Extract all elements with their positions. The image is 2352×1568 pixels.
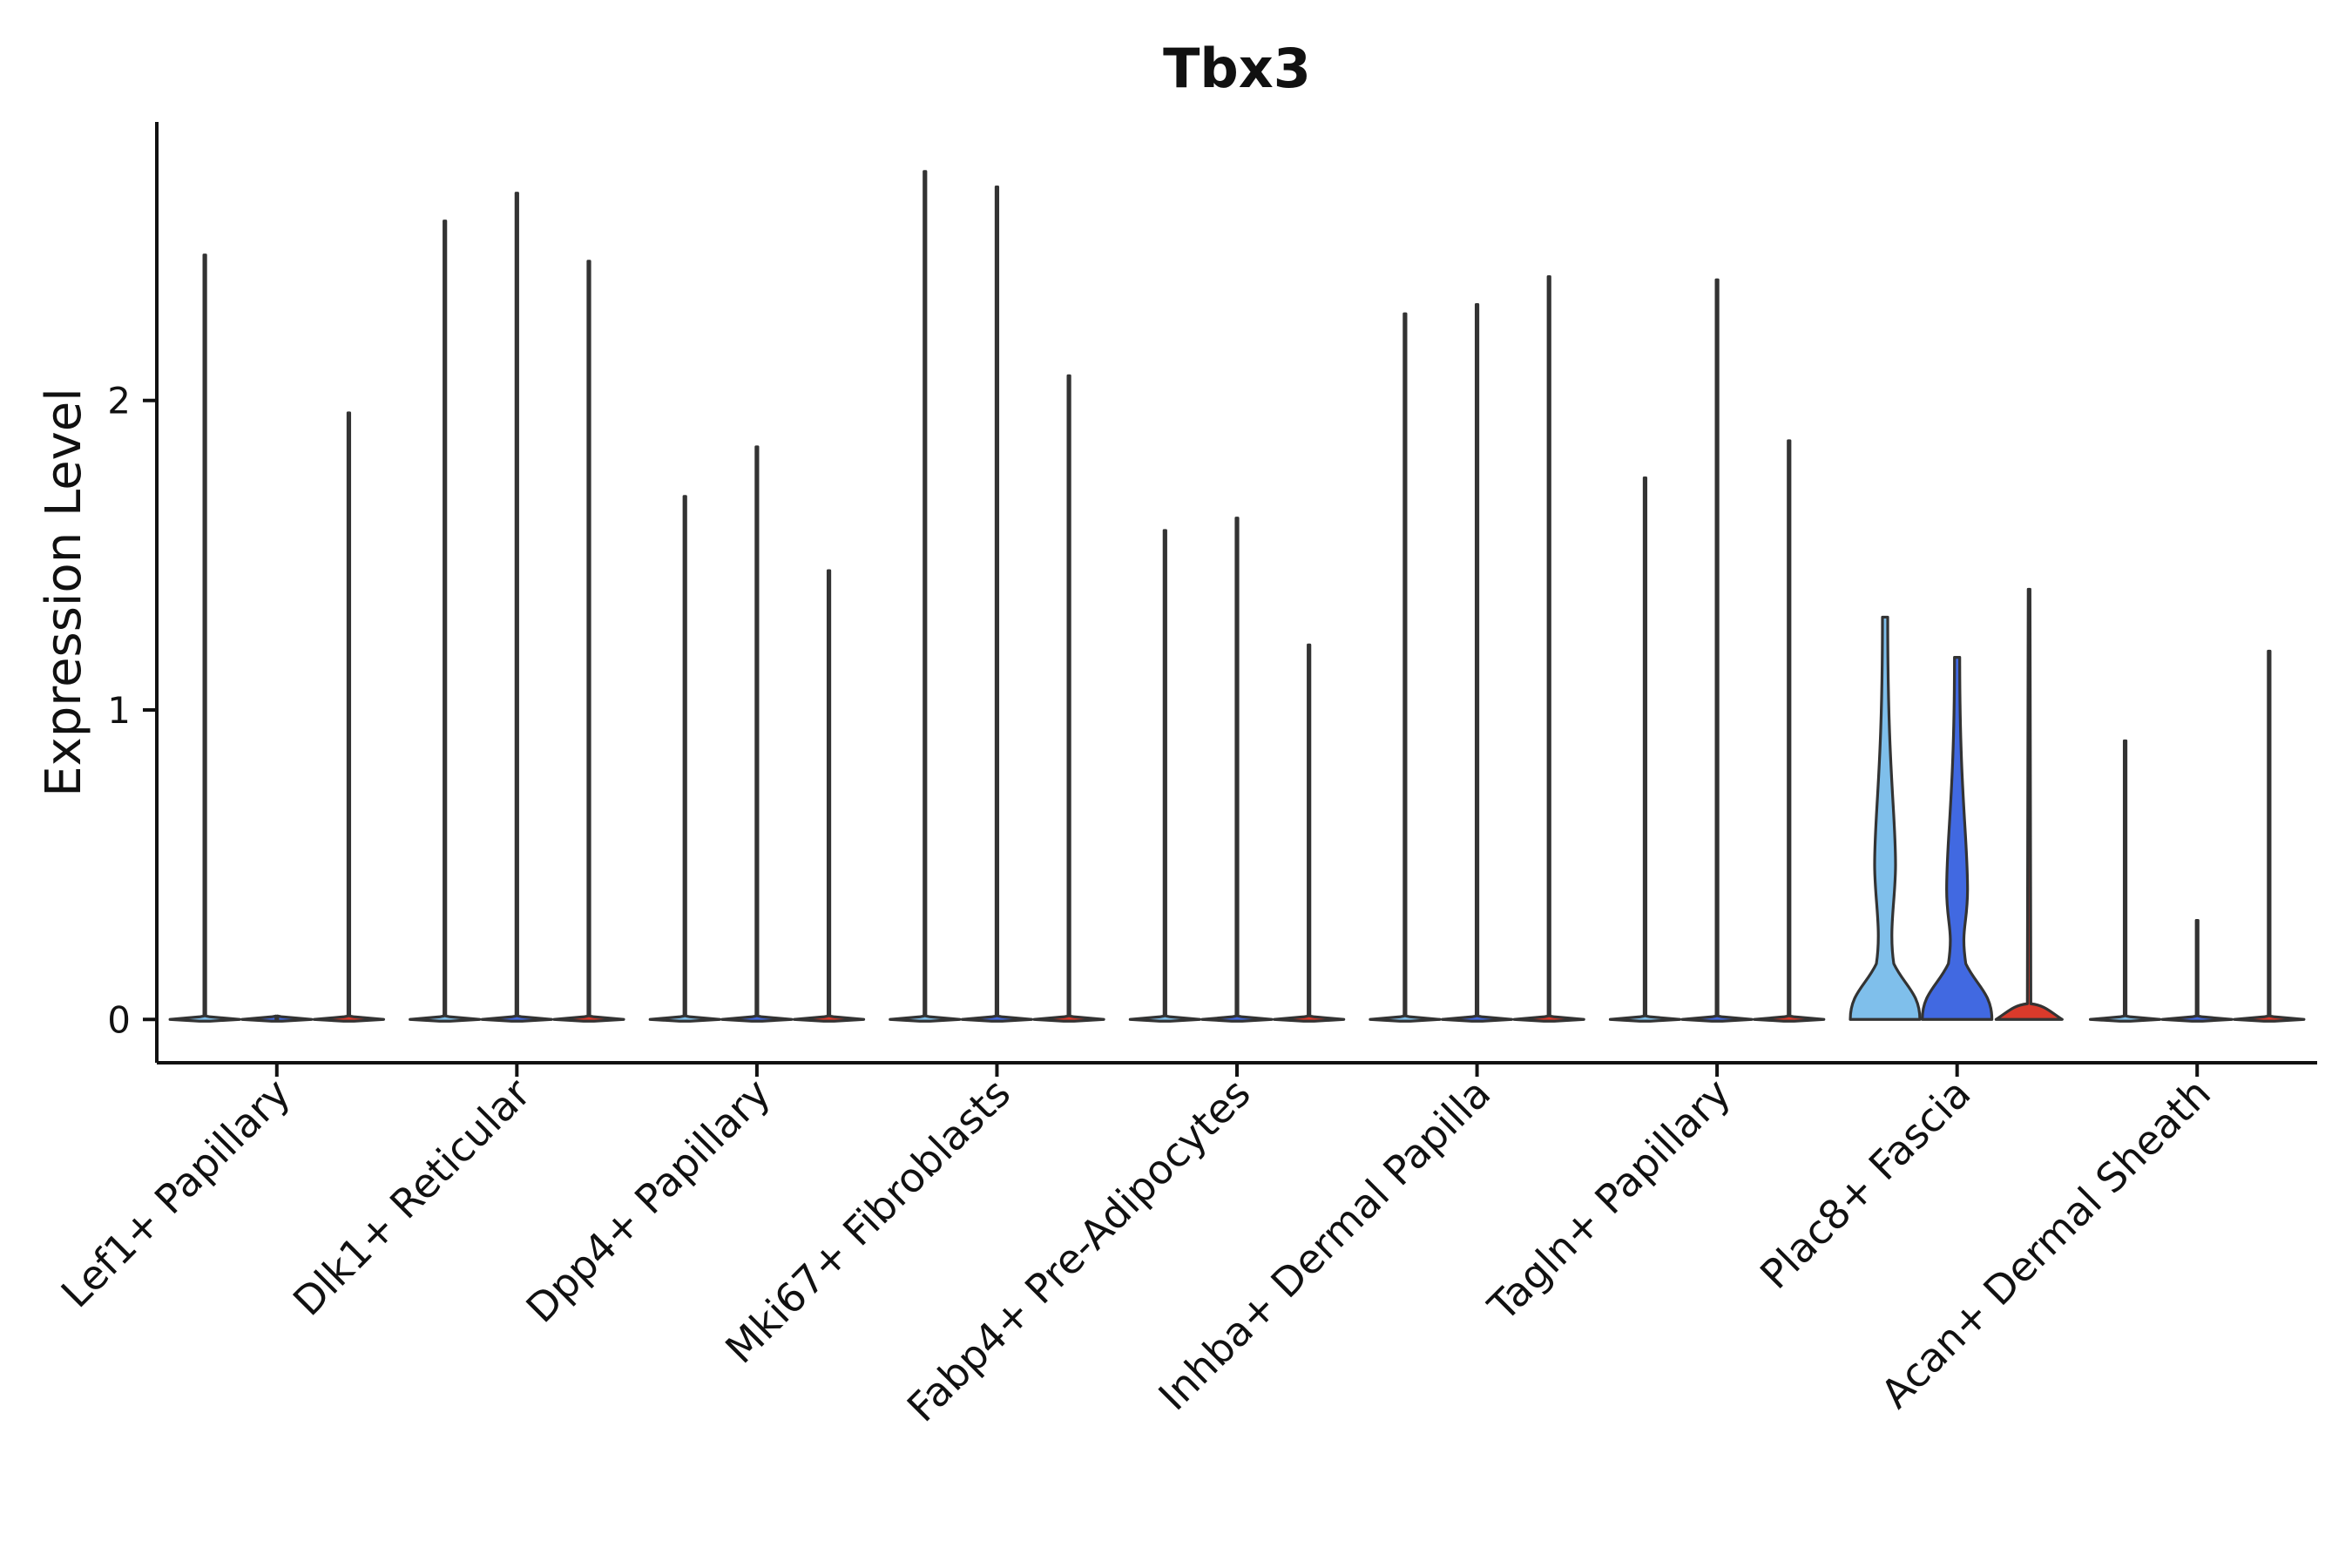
violin-8-1 xyxy=(1848,615,1922,1021)
y-tick-label: 2 xyxy=(107,380,131,422)
violin-2-3 xyxy=(552,260,625,1023)
y-tick-label: 1 xyxy=(107,689,131,732)
violin-7-1 xyxy=(1608,476,1681,1023)
violin-5-1 xyxy=(1128,529,1201,1023)
y-axis-label: Expression Level xyxy=(36,388,92,797)
x-tick-label: Tagln+ Papillary xyxy=(1478,1070,1740,1331)
chart-title: Tbx3 xyxy=(1163,37,1311,100)
x-tick-label: Plac8+ Fascia xyxy=(1751,1070,1979,1298)
violin-5-2 xyxy=(1200,517,1274,1023)
violin-5-3 xyxy=(1273,643,1346,1023)
violin-6-2 xyxy=(1441,303,1514,1023)
violin-6-3 xyxy=(1512,275,1585,1023)
y-tick-label: 0 xyxy=(107,998,131,1041)
y-ticks: 0 1 2 xyxy=(107,380,157,1041)
violin-1-2 xyxy=(240,1014,314,1023)
violin-4-2 xyxy=(960,186,1033,1023)
violin-6-1 xyxy=(1369,312,1442,1023)
violin-1-3 xyxy=(312,411,385,1023)
x-tick-label: Lef1+ Papillary xyxy=(52,1070,300,1317)
violin-9-3 xyxy=(2233,649,2306,1023)
violin-8-2 xyxy=(1921,656,1994,1021)
violin-2-1 xyxy=(409,220,482,1023)
violin-2-2 xyxy=(480,192,553,1023)
violin-4-3 xyxy=(1032,374,1105,1023)
violin-9-1 xyxy=(2089,739,2162,1023)
violin-7-3 xyxy=(1753,439,1826,1023)
violin-3-2 xyxy=(720,445,794,1023)
violin-7-2 xyxy=(1680,278,1754,1023)
violin-4-1 xyxy=(889,170,962,1023)
violin-3-3 xyxy=(793,569,866,1023)
violin-3-1 xyxy=(648,495,721,1023)
violin-1-1 xyxy=(168,253,241,1023)
x-tick-label: Dlk1+ Reticular xyxy=(284,1070,539,1325)
violin-layer xyxy=(168,170,2306,1023)
x-tick-label: Dpp4+ Papillary xyxy=(517,1070,779,1332)
violin-9-2 xyxy=(2160,918,2234,1023)
violin-8-3 xyxy=(1994,587,2064,1021)
